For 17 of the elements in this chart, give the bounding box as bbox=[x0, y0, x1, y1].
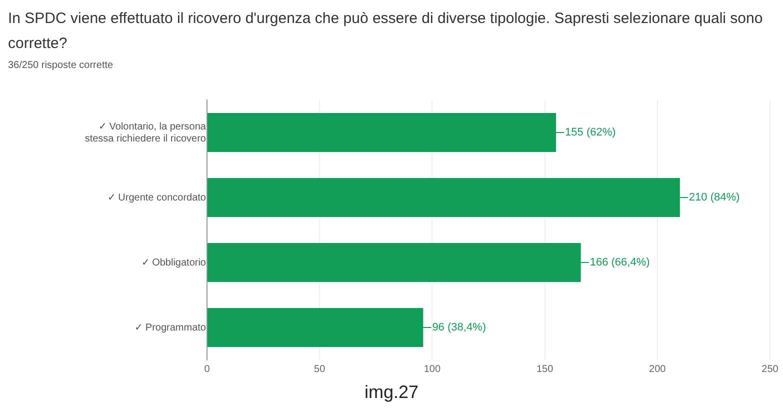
x-tick-label: 250 bbox=[762, 364, 779, 375]
x-tick-label: 150 bbox=[536, 364, 554, 375]
y-tick-label: ✓ Urgente concordato bbox=[107, 192, 206, 204]
x-tick-label: 50 bbox=[314, 364, 326, 375]
x-tick-label: 100 bbox=[424, 364, 441, 375]
chart-title: In SPDC viene effettuato il ricovero d'urgenza che può essere di diverse tipologie. Sapresti selezionare quali sono corrette? bbox=[8, 9, 764, 54]
data-label: 166 (66,4%) bbox=[590, 256, 650, 269]
data-label: 96 (38,4%) bbox=[432, 322, 486, 334]
y-tick-label: ✓ Obbligatorio bbox=[141, 257, 206, 268]
x-tick-label: 0 bbox=[204, 364, 210, 375]
x-tick-label: 200 bbox=[649, 364, 666, 375]
text: 36/250 risposte corrette bbox=[8, 60, 114, 71]
y-tick-label: ✓ Volontario, la persona stessa richiedere il ricovero bbox=[84, 121, 206, 144]
data-label: 155 (62%) bbox=[565, 126, 616, 139]
y-tick-label: ✓ Programmato bbox=[134, 322, 206, 334]
text: img.27 bbox=[363, 382, 420, 403]
data-label: 210 (84%) bbox=[688, 192, 740, 204]
